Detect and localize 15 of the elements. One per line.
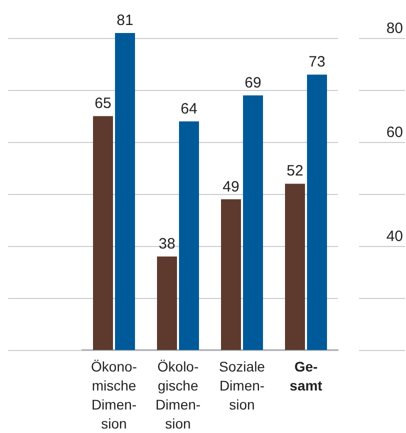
x-tick-label: Soziale Dimen- sion bbox=[219, 358, 266, 412]
y-tick-label: 60 bbox=[386, 124, 403, 142]
data-label: 69 bbox=[244, 74, 262, 92]
y-tick-label: 80 bbox=[386, 20, 403, 38]
data-label: 73 bbox=[308, 54, 326, 71]
data-label: 52 bbox=[286, 162, 304, 180]
data-label: 81 bbox=[116, 12, 134, 30]
data-label: 38 bbox=[158, 235, 176, 252]
x-tick-label: Ökono- mische Dimen- sion bbox=[91, 358, 138, 432]
data-label: 49 bbox=[222, 178, 240, 196]
data-label: 64 bbox=[180, 100, 198, 118]
x-tick-label: Ge- samt bbox=[290, 358, 323, 394]
data-label: 65 bbox=[94, 95, 112, 112]
x-tick-label: Ökolo- gische Dimen- sion bbox=[155, 358, 201, 432]
y-tick-label: 40 bbox=[386, 228, 403, 246]
